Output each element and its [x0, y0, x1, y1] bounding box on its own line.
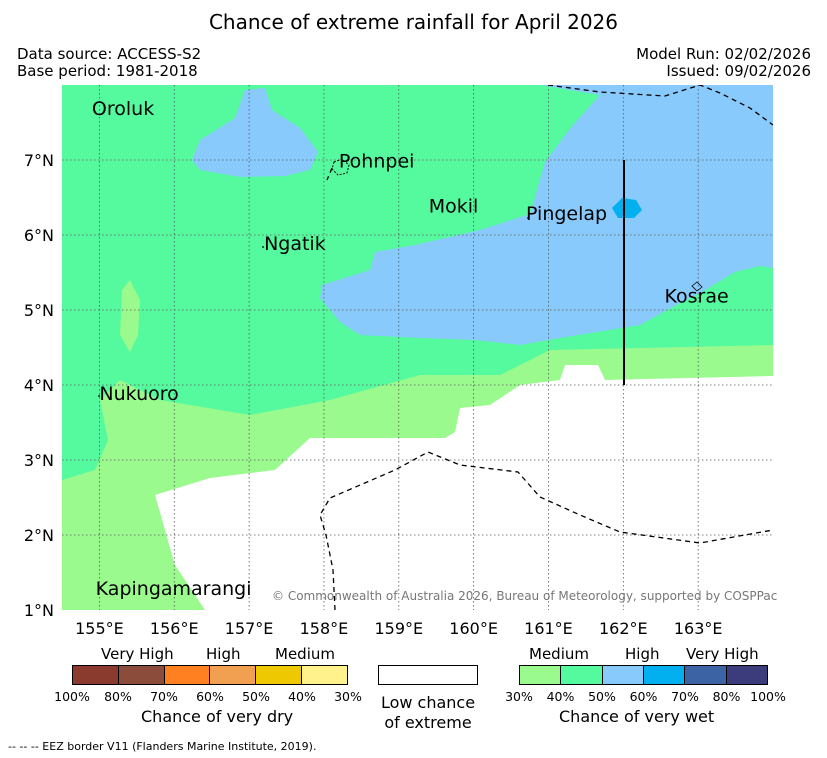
wet-level-very-high: Very High — [686, 645, 759, 663]
place-label-kosrae: Kosrae — [664, 286, 728, 308]
low-chance-line2: of extreme — [384, 713, 472, 732]
colorbar-swatch — [726, 666, 767, 684]
place-label-ngatik: Ngatik — [264, 233, 326, 255]
place-label-mokil: Mokil — [429, 196, 479, 218]
lat-tick-label: 1°N — [24, 601, 54, 620]
region-low — [155, 365, 773, 610]
base-period: Base period: 1981-2018 — [17, 62, 198, 80]
wet-level-high: High — [625, 645, 660, 663]
colorbar-tick-label: 60% — [196, 689, 224, 704]
issued-date: Issued: 09/02/2026 — [666, 62, 811, 80]
colorbar-swatch — [164, 666, 211, 684]
lat-tick-label: 4°N — [24, 376, 54, 395]
wet-caption: Chance of very wet — [559, 707, 715, 726]
eez-border — [326, 167, 333, 181]
colorbar-tick-label: 60% — [629, 689, 658, 704]
lat-tick-label: 5°N — [24, 301, 54, 320]
lat-tick-label: 6°N — [24, 226, 54, 245]
dry-level-very-high: Very High — [101, 645, 174, 663]
place-label-pingelap: Pingelap — [526, 203, 607, 225]
kosrae-outline — [691, 281, 703, 292]
lat-tick-label: 2°N — [24, 526, 54, 545]
colorbar-tick-label: 40% — [546, 689, 575, 704]
region-50-60-north — [192, 88, 318, 177]
lon-tick-label: 162°E — [599, 619, 648, 638]
dry-caption: Chance of very dry — [141, 707, 294, 726]
rainfall-map[interactable]: 155°E 156°E 157°E 158°E 159°E 160°E 161°E 162°E… — [0, 0, 827, 640]
colorbar-swatch — [210, 666, 257, 684]
lon-tick-label: 155°E — [75, 619, 124, 638]
eez-border — [547, 85, 773, 126]
colorbar-swatch — [118, 666, 165, 684]
region-60-70 — [612, 198, 642, 218]
colorbar-swatch — [643, 666, 686, 684]
lon-tick-label: 156°E — [150, 619, 199, 638]
colorbar-swatch — [73, 666, 119, 684]
colorbar-tick-label: 100% — [750, 689, 786, 704]
colorbar-tick-label: 70% — [671, 689, 699, 704]
colorbar-tick-label: 50% — [588, 689, 616, 704]
lon-tick-label: 163°E — [674, 619, 723, 638]
ngatik-dot — [262, 246, 264, 248]
low-chance-line1: Low chance — [380, 693, 476, 712]
dry-level-medium: Medium — [275, 645, 335, 663]
pohnpei-outline — [331, 158, 350, 176]
place-label-oroluk: Oroluk — [92, 98, 154, 120]
model-run: Model Run: 02/02/2026 — [636, 45, 811, 63]
lon-tick-label: 161°E — [524, 619, 573, 638]
lon-tick-label: 160°E — [449, 619, 498, 638]
colorbar-swatch — [602, 666, 644, 684]
wet-colorbar — [519, 665, 768, 685]
low-chance-swatch — [378, 665, 478, 685]
chart-title: Chance of extreme rainfall for April 202… — [208, 10, 619, 34]
lon-tick-label: 158°E — [300, 619, 349, 638]
colorbar-tick-label: 30% — [505, 689, 533, 704]
wet-level-medium: Medium — [529, 645, 589, 663]
lon-tick-label: 157°E — [225, 619, 274, 638]
nukuoro-dot — [98, 395, 100, 397]
place-label-pohnpei: Pohnpei — [339, 151, 415, 173]
colorbar-tick-label: 70% — [150, 689, 178, 704]
lon-tick-label: 159°E — [374, 619, 423, 638]
dry-colorbar — [72, 665, 348, 685]
map-copyright: © Commonwealth of Australia 2026, Bureau… — [272, 589, 777, 603]
colorbar-swatch — [302, 666, 347, 684]
colorbar-tick-label: 40% — [288, 689, 316, 704]
colorbar-swatch — [256, 666, 303, 684]
dry-level-high: High — [206, 645, 241, 663]
colorbar-tick-label: 30% — [334, 689, 362, 704]
data-source: Data source: ACCESS-S2 — [17, 45, 202, 63]
colorbar-swatch — [520, 666, 562, 684]
region-small-patch — [120, 280, 140, 352]
colorbar-swatch — [561, 666, 603, 684]
colorbar-tick-label: 80% — [104, 689, 132, 704]
colorbar-tick-label: 50% — [242, 689, 270, 704]
region-50-60 — [320, 85, 773, 345]
colorbar-tick-label: 100% — [54, 689, 90, 704]
lat-tick-label: 7°N — [24, 151, 54, 170]
place-label-kapingamarangi: Kapingamarangi — [96, 578, 252, 600]
colorbar-tick-label: 80% — [712, 689, 741, 704]
eez-footnote: -- -- -- EEZ border V11 (Flanders Marine… — [8, 740, 317, 753]
lat-tick-label: 3°N — [24, 451, 54, 470]
colorbar-swatch — [685, 666, 727, 684]
place-label-nukuoro: Nukuoro — [99, 383, 178, 405]
mokil-dot — [527, 217, 529, 219]
